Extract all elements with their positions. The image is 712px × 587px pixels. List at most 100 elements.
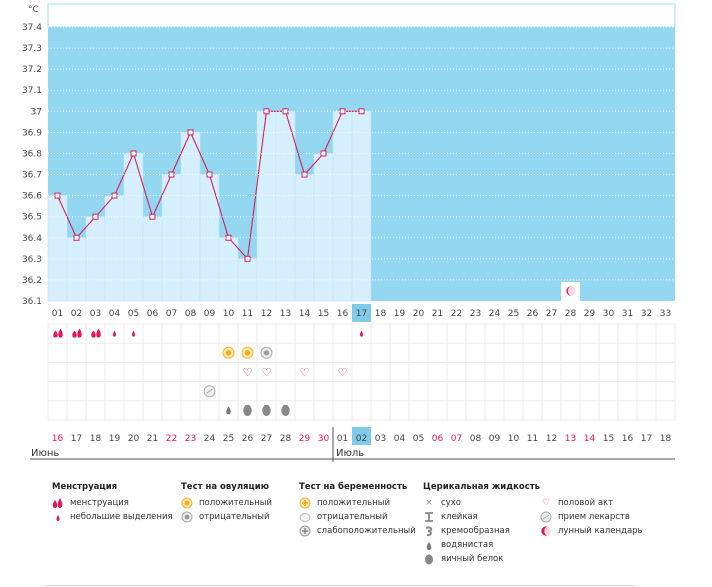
date-label: 01 (337, 434, 348, 444)
menstruation-light-icon (360, 330, 363, 337)
y-tick-label: 37 (31, 107, 42, 117)
date-label: 21 (147, 434, 158, 444)
day-number-label: 04 (109, 309, 121, 319)
legend-item-spotting: небольшие выделения (70, 512, 173, 522)
menstruation-light-icon (113, 330, 116, 337)
date-label: 30 (318, 434, 330, 444)
day-number-label: 28 (565, 309, 577, 319)
date-label: 08 (470, 434, 482, 444)
day-number-label: 06 (147, 309, 159, 319)
date-label: 17 (641, 434, 652, 444)
date-label: 29 (299, 434, 311, 444)
temperature-bar (351, 111, 372, 302)
date-label: 02 (356, 434, 367, 444)
y-tick-label: 36.2 (22, 276, 42, 286)
day-number-label: 07 (166, 309, 177, 319)
date-label: 27 (261, 434, 272, 444)
day-number-label: 22 (451, 309, 462, 319)
ovulation-positive-core (244, 350, 251, 356)
legend-item-pregnancy-weak: слабоположительный (317, 526, 416, 536)
date-label: 09 (489, 434, 501, 444)
legend-item-pregnancy-positive: положительный (317, 498, 390, 508)
plot-top-strip (47, 3, 676, 28)
date-label: 16 (52, 434, 64, 444)
day-number-label: 29 (584, 309, 596, 319)
temperature-bar (275, 111, 296, 302)
ovulation-negative-icon (181, 511, 193, 523)
menstruation-heavy-icon (53, 328, 63, 338)
today-date-highlight (352, 427, 371, 445)
date-label: 18 (90, 434, 102, 444)
ovulation-negative-core (263, 350, 270, 356)
date-label: 19 (109, 434, 121, 444)
legend-item-creamy: кремообразная (441, 526, 510, 536)
month-label-june: Июнь (31, 448, 60, 459)
legend-item-ovulation-negative: отрицательный (199, 512, 270, 522)
day-number-label: 32 (641, 309, 652, 319)
day-number-label: 17 (356, 309, 367, 319)
y-tick-label: 37.3 (22, 44, 42, 54)
legend-menstruation-title: Менструация (52, 482, 118, 492)
temperature-bar (218, 237, 239, 302)
legend-item-intercourse: половой акт (558, 498, 614, 508)
y-tick-label: 36.1 (22, 297, 42, 307)
watery-icon (226, 406, 231, 415)
pregnancy-negative-icon (299, 511, 311, 523)
day-number-label: 25 (508, 309, 519, 319)
month-label-july: Июль (336, 448, 365, 459)
legend-pregnancy-title: Тест на беременность (299, 482, 408, 492)
menstruation-heavy-icon (72, 328, 82, 338)
y-tick-label: 36.4 (22, 234, 42, 244)
date-label: 10 (508, 434, 520, 444)
menstruation-light-icon (52, 511, 64, 523)
date-label: 04 (394, 434, 406, 444)
date-label: 25 (223, 434, 234, 444)
day-number-label: 27 (546, 309, 557, 319)
legend-ovulation: Тест на овуляцию положительный отрицател… (181, 482, 272, 524)
legend-ovulation-title: Тест на овуляцию (181, 482, 270, 492)
date-label: 06 (432, 434, 444, 444)
moon-crescent (566, 286, 572, 296)
y-tick-label: 36.3 (22, 255, 42, 265)
legend-fluid: Церикальная жидкость × сухо клейкая кремо… (423, 482, 540, 566)
legend-item-medication: прием лекарств (558, 512, 630, 522)
legend-pregnancy: Тест на беременность положительный отриц… (299, 482, 416, 538)
heart-icon: ♡ (243, 366, 253, 379)
date-label: 12 (546, 434, 557, 444)
day-number-label: 14 (299, 309, 311, 319)
moon-icon (540, 525, 552, 537)
date-label: 17 (71, 434, 82, 444)
y-tick-label: 36.8 (22, 149, 42, 159)
egg-white-icon (281, 404, 290, 416)
y-tick-label: 37.1 (22, 86, 42, 96)
date-label: 11 (527, 434, 538, 444)
y-tick-label: 36.6 (22, 192, 42, 202)
legend-menstruation: Менструация менструация небольшие выделе… (52, 482, 173, 524)
day-number-label: 30 (603, 309, 615, 319)
pregnancy-weak-icon (299, 525, 311, 537)
heart-icon: ♡ (541, 498, 551, 508)
day-number-label: 01 (52, 309, 63, 319)
date-label: 07 (451, 434, 462, 444)
day-number-label: 11 (242, 309, 253, 319)
temperature-bar (66, 237, 87, 302)
date-label: 24 (204, 434, 216, 444)
y-tick-label: 36.9 (22, 128, 42, 138)
legend-fluid-title: Церикальная жидкость (423, 482, 541, 492)
day-number-label: 16 (337, 309, 349, 319)
watery-icon (423, 539, 435, 551)
temperature-bar (313, 153, 334, 302)
menstruation-light-icon (132, 330, 135, 337)
pill-icon (540, 511, 552, 523)
y-unit-label: °C (28, 5, 39, 15)
legend-item-watery: водянистая (441, 540, 494, 550)
date-label: 15 (603, 434, 614, 444)
day-number-label: 15 (318, 309, 329, 319)
legend-other: ♡ половой акт прием лекарств лунный кален… (540, 496, 643, 538)
legend-item-pregnancy-negative: отрицательный (317, 512, 388, 522)
y-tick-label: 37.2 (22, 65, 42, 75)
day-number-label: 02 (71, 309, 82, 319)
temperature-bar (256, 111, 277, 302)
ovulation-positive-icon (181, 497, 193, 509)
